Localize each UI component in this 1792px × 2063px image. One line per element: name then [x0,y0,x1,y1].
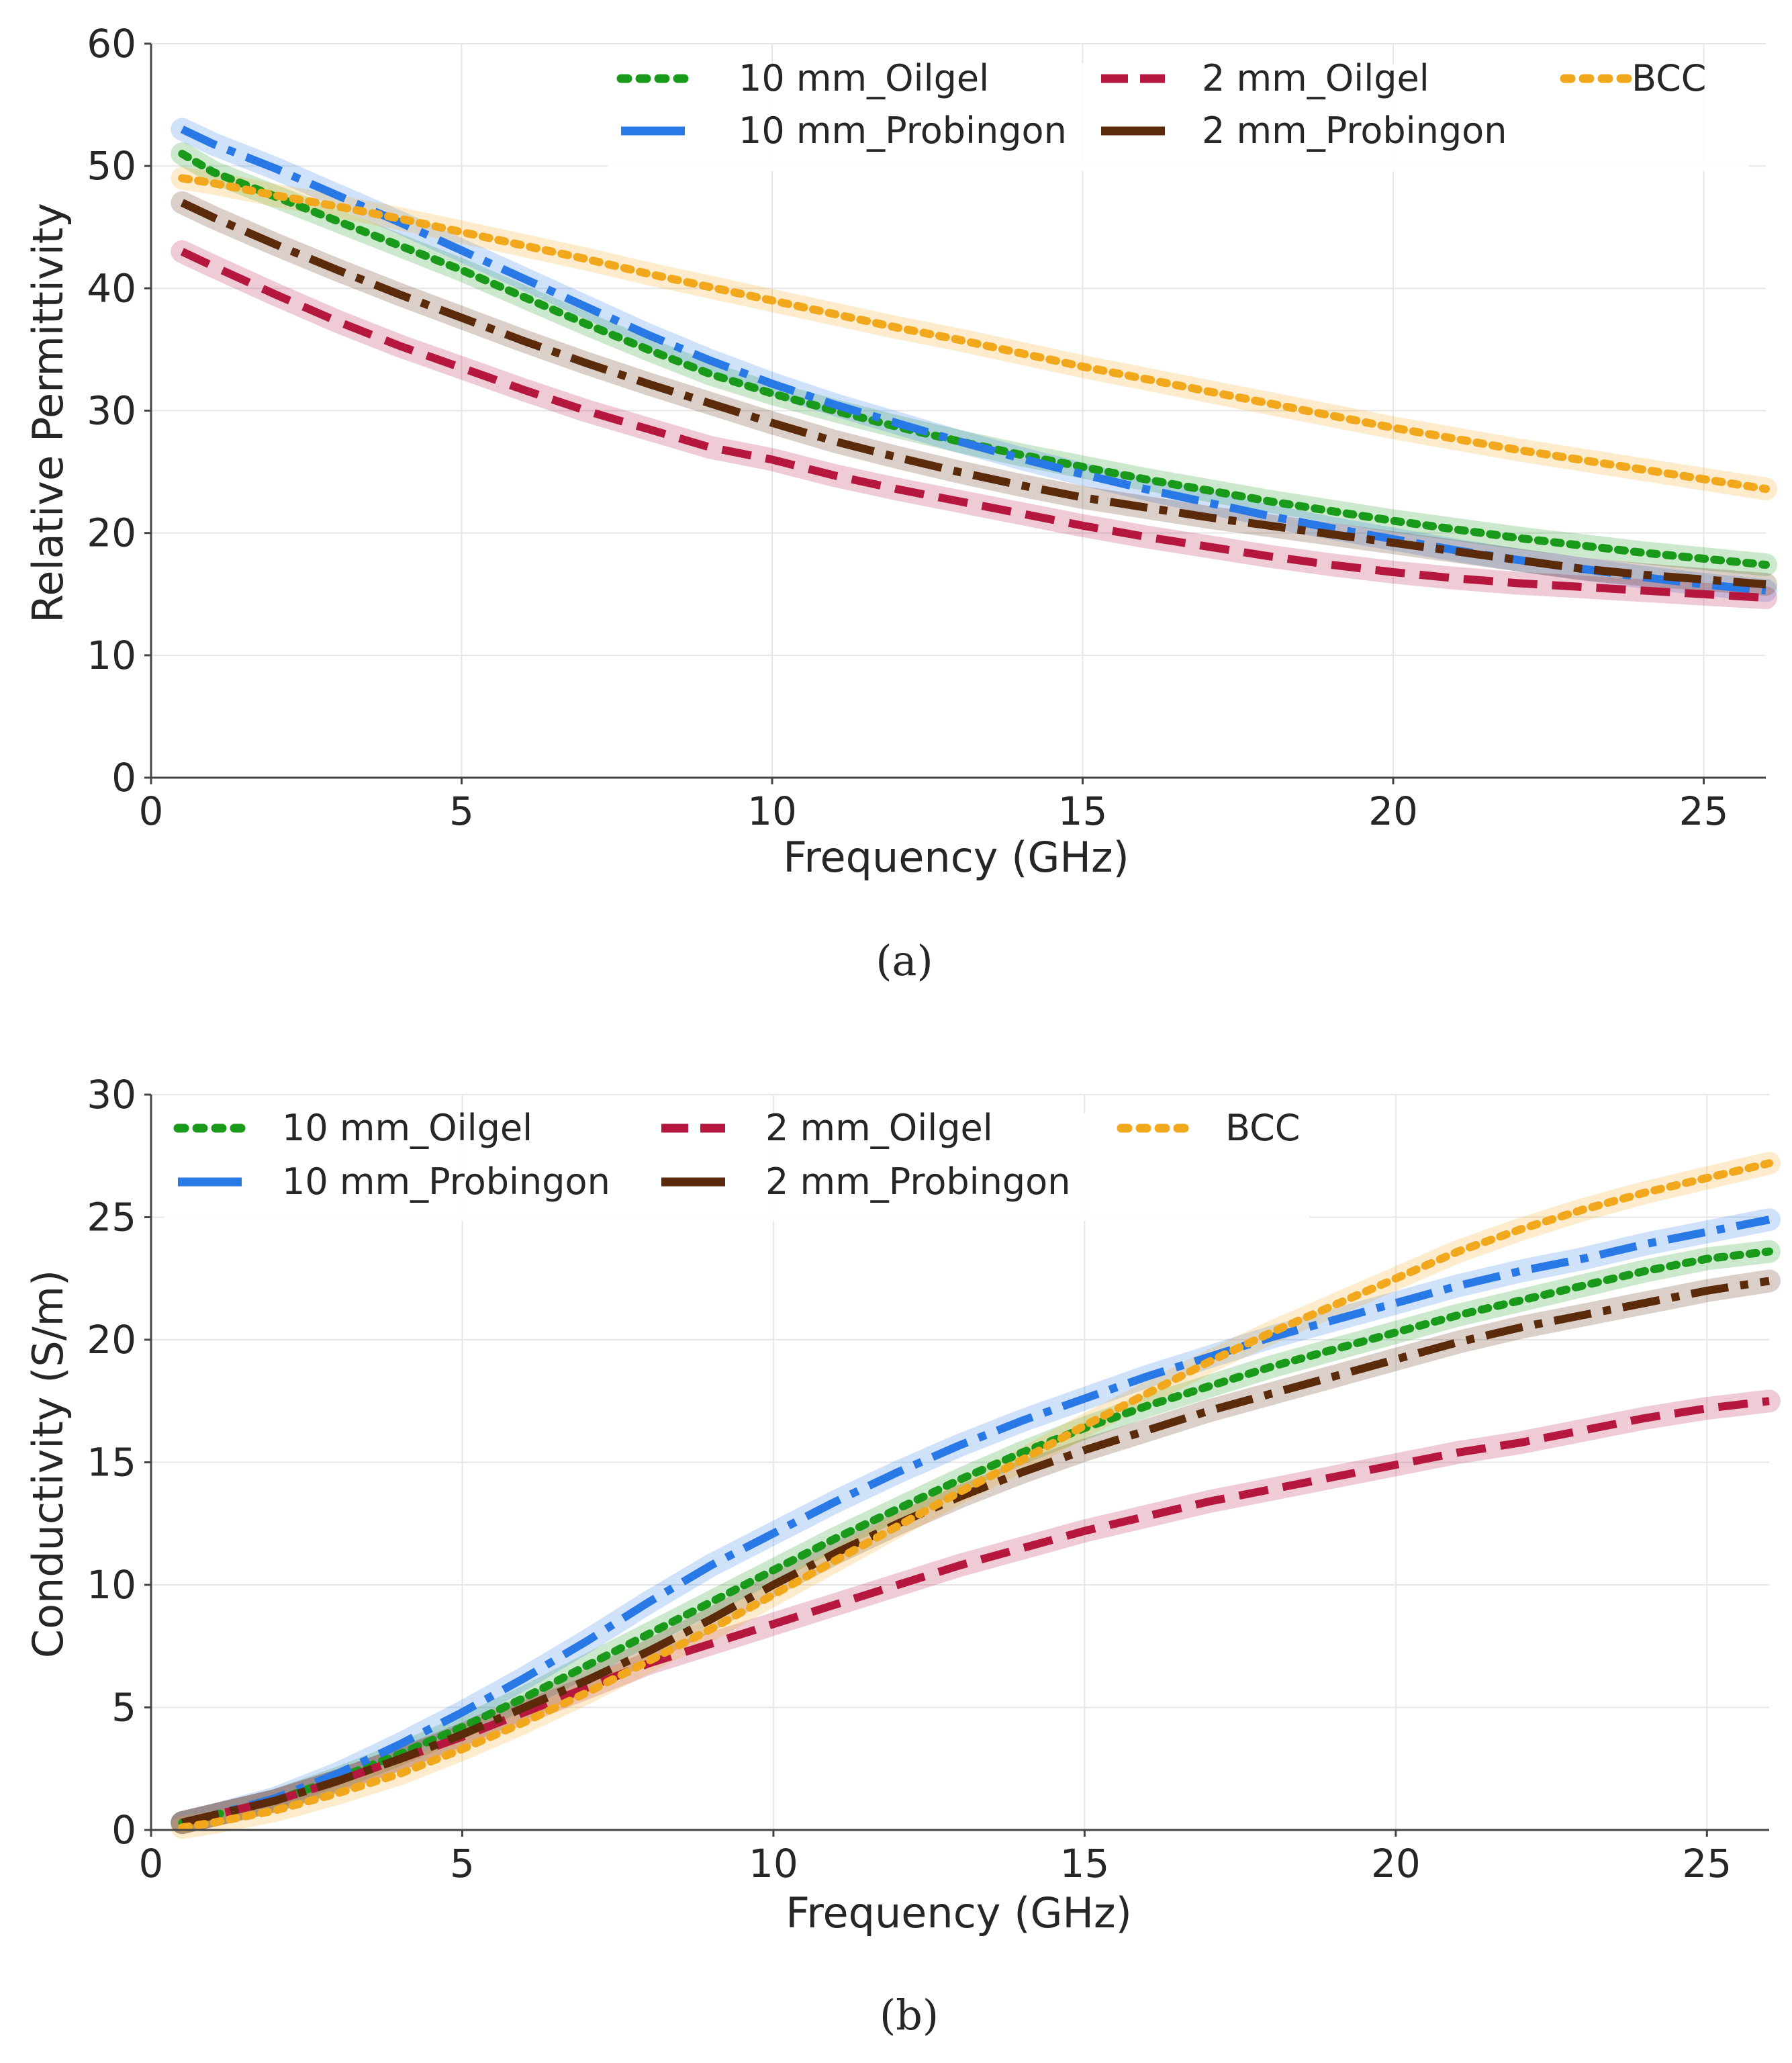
y-tick-label: 10 [87,1562,136,1608]
x-tick-label: 20 [1371,1841,1421,1886]
chart-permittivity: 0 5 10 15 20 25 0 10 20 30 40 50 60 Frequency (GHz)… [23,21,1777,985]
x-ticks-a: 0 5 10 15 20 25 [139,778,1729,834]
y-tick-label: 40 [87,265,136,311]
x-axis-label-a: Frequency (GHz) [783,833,1129,882]
legend-label-2: 2 mm_Oilgel [765,1107,993,1149]
x-tick-label: 10 [747,788,797,834]
legend-label-1: 10 mm_Probingon [282,1160,610,1203]
series-line-4 [178,174,1770,494]
y-tick-label: 20 [87,1317,136,1363]
y-tick-label: 60 [87,21,136,66]
panel-caption-b: (b) [880,1990,939,2039]
x-tick-label: 5 [450,1841,475,1886]
y-axis-label-a: Relative Permittivity [23,203,73,623]
y-tick-label: 0 [111,755,136,800]
series-lines-a [178,126,1770,602]
series-line-1 [180,126,1766,595]
x-tick-label: 5 [449,788,474,834]
y-ticks-a: 0 10 20 30 40 50 60 [87,21,151,800]
series-line-3 [181,1277,1770,1827]
y-ticks-b: 0 5 10 15 20 25 30 [87,1072,151,1853]
y-tick-label: 5 [111,1685,136,1731]
x-tick-label: 15 [1059,1841,1109,1886]
x-axis-label-b: Frequency (GHz) [786,1888,1132,1937]
y-tick-label: 30 [87,388,136,434]
legend-box [608,64,1749,171]
y-tick-label: 20 [87,510,136,556]
legend-label-4: BCC [1225,1107,1301,1149]
series-line-2 [180,248,1766,602]
legend-b: 10 mm_Oilgel 10 mm_Probingon 2 mm_Oilgel 2 … [164,1107,1309,1221]
series-line-0 [178,1247,1773,1827]
series-lines-b [178,1159,1773,1832]
legend-a: 10 mm_Oilgel 10 mm_Probingon 2 mm_Oilgel 2 … [608,57,1749,171]
x-tick-label: 0 [139,1841,164,1886]
y-tick-label: 30 [87,1072,136,1117]
x-tick-label: 25 [1679,788,1729,834]
x-tick-label: 25 [1682,1841,1732,1886]
y-tick-label: 10 [87,633,136,678]
y-tick-label: 25 [87,1195,136,1240]
y-tick-label: 0 [111,1807,136,1853]
legend-label-0: 10 mm_Oilgel [282,1107,532,1149]
panel-caption-a: (a) [876,936,933,985]
series-line-1 [181,1216,1771,1827]
legend-label-1: 10 mm_Probingon [739,109,1067,152]
y-tick-label: 50 [87,143,136,189]
series-line-3 [180,199,1766,589]
y-axis-label-b: Conductivity (S/m) [23,1270,73,1658]
legend-label-4: BCC [1632,57,1707,99]
y-tick-label: 15 [87,1440,136,1485]
x-tick-label: 0 [139,788,164,834]
legend-label-0: 10 mm_Oilgel [739,57,989,99]
x-tick-label: 10 [749,1841,798,1886]
legend-label-2: 2 mm_Oilgel [1202,57,1429,99]
series-line-2 [181,1397,1770,1827]
series-line-4 [178,1159,1773,1832]
x-ticks-b: 0 5 10 15 20 25 [139,1830,1732,1886]
series-line-0 [178,150,1770,569]
legend-label-3: 2 mm_Probingon [1202,109,1507,152]
x-tick-label: 20 [1368,788,1418,834]
x-tick-label: 15 [1058,788,1108,834]
legend-label-3: 2 mm_Probingon [765,1160,1070,1203]
